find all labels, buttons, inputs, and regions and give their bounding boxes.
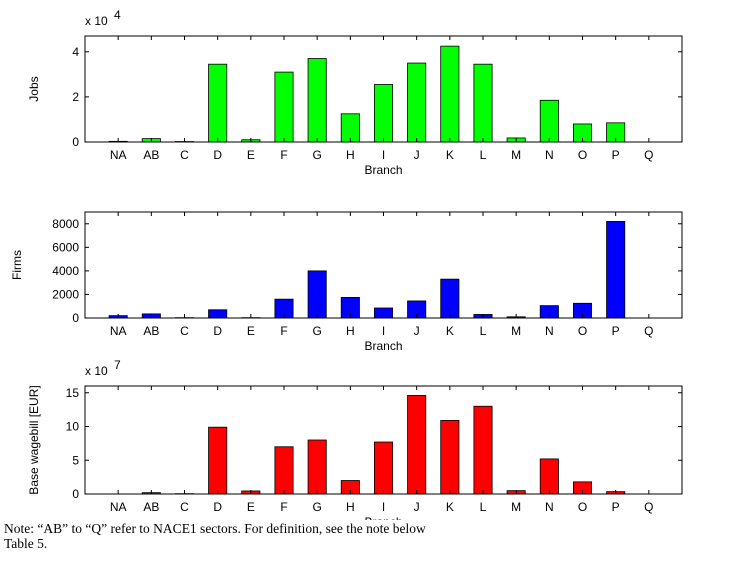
chart-3-bar-I [373,441,394,495]
chart-1-xtick-label-AB: AB [143,148,159,162]
chart-1-ytick-label-2: 4 [72,45,79,59]
chart-2-xtick-label-AB: AB [143,324,159,338]
chart-1-xtick-label-L: L [480,148,487,162]
note-line-2: Table 5. [4,536,48,551]
chart-3-xtick-label-Q: Q [644,500,653,514]
chart-3-xtick-label-NA: NA [110,500,127,514]
chart-3-xtick-label-J: J [414,500,420,514]
chart-3-xtick-label-N: N [545,500,554,514]
chart-1-xlabel: Branch [364,163,402,177]
chart-3-xtick-label-H: H [346,500,355,514]
chart-3-ytick-label-3: 15 [66,386,80,400]
chart-1-xtick-label-NA: NA [110,148,127,162]
chart-3-xtick-label-E: E [247,500,255,514]
chart-2-xtick-label-E: E [247,324,255,338]
chart-3-ytick-label-1: 5 [72,453,79,467]
chart-2-xtick-label-C: C [180,324,189,338]
chart-2-bar-P [606,221,626,319]
chart-2-xtick-label-P: P [612,324,620,338]
chart-1-xtick-label-J: J [414,148,420,162]
chart-3-xtick-label-G: G [312,500,321,514]
chart-1-xtick-label-E: E [247,148,255,162]
chart-3-xtick-label-M: M [511,500,521,514]
chart-1-xtick-label-C: C [180,148,189,162]
chart-3-ytick-label-0: 0 [72,487,79,501]
chart-2-ytick-label-4: 8000 [52,217,79,231]
chart-3-ylabel: Base wagebill [EUR] [27,385,41,494]
chart-2-ylabel: Firms [10,250,24,280]
chart-2-ytick-label-3: 6000 [52,240,79,254]
chart-1-xtick-label-G: G [312,148,321,162]
note-line-1: Note: “AB” to “Q” refer to NACE1 sectors… [4,521,426,536]
chart-2-ytick-label-2: 4000 [52,264,79,278]
chart-3-bar-F [274,446,294,495]
chart-3-xtick-label-P: P [612,500,620,514]
chart-1-xtick-label-P: P [612,148,620,162]
chart-3-xtick-label-D: D [213,500,222,514]
chart-1-xtick-label-F: F [280,148,287,162]
chart-2-bar-G [307,270,327,319]
chart-1-bar-L [473,63,493,143]
chart-3-bar-G [307,439,327,495]
chart-3-xtick-label-F: F [280,500,287,514]
chart-1-bar-K [440,45,460,143]
chart-1-xtick-label-Q: Q [644,148,653,162]
chart-1-xtick-label-M: M [511,148,521,162]
chart-1-xtick-label-K: K [446,148,454,162]
chart-3-exponent-power: 7 [114,358,121,372]
chart-1-bar-D [208,63,228,143]
chart-2-xtick-label-L: L [480,324,487,338]
chart-2-xtick-label-K: K [446,324,454,338]
chart-2-xtick-label-H: H [346,324,355,338]
chart-2-bar-K [440,278,460,319]
chart-1-bar-G [307,58,327,143]
chart-1-exponent-power: 4 [114,8,121,22]
chart-1-bar-F [274,71,294,143]
chart-2-xtick-label-M: M [511,324,521,338]
chart-2-xtick-label-NA: NA [110,324,127,338]
chart-2-axes-frame [84,211,683,319]
chart-1-ylabel: Jobs [27,76,41,101]
chart-3-xtick-label-L: L [480,500,487,514]
chart-2-xtick-label-Q: Q [644,324,653,338]
chart-2-xtick-label-I: I [382,324,385,338]
chart-3-bar-L [473,405,493,495]
figure: NA AB C D E F G H I J K L M N O P Q 0 2 4 Branch Jobs x 10 4 NA A… [10,8,683,520]
chart-3-xtick-label-O: O [578,500,587,514]
chart-2-xlabel: Branch [364,339,402,353]
chart-3-bar-D [208,426,228,495]
figure-note: Note: “AB” to “Q” refer to NACE1 sectors… [4,521,731,551]
chart-1-xtick-label-N: N [545,148,554,162]
chart-1-ytick-label-1: 2 [72,90,79,104]
chart-3-bar-N [539,458,559,495]
chart-1-ytick-label-0: 0 [72,135,79,149]
chart-2-xtick-label-D: D [213,324,222,338]
chart-3-xlabel: Branch [364,515,402,520]
chart-2-ytick-label-0: 0 [72,311,79,325]
chart-1-xtick-label-O: O [578,148,587,162]
chart-1-bar-J [407,62,427,143]
chart-2-ytick-label-1: 2000 [52,287,79,301]
chart-1-bar-H [340,113,360,143]
chart-1-xtick-label-H: H [346,148,355,162]
chart-1-bar-I [373,84,394,143]
chart-1-xtick-label-D: D [213,148,222,162]
chart-2-xtick-label-J: J [414,324,420,338]
chart-2-xtick-label-F: F [280,324,287,338]
chart-3-xtick-label-C: C [180,500,189,514]
chart-2-xtick-label-N: N [545,324,554,338]
chart-3-xtick-label-K: K [446,500,454,514]
chart-3-bar-J [407,395,427,495]
chart-2-xtick-label-O: O [578,324,587,338]
chart-3-ytick-label-2: 10 [66,420,80,434]
chart-1-xtick-label-I: I [382,148,385,162]
chart-3-bar-K [440,420,460,495]
chart-3-xtick-label-I: I [382,500,385,514]
chart-1-exponent-label: x 10 [85,14,108,28]
chart-1-bar-N [539,99,559,143]
chart-3-xtick-label-AB: AB [143,500,159,514]
chart-3-exponent-label: x 10 [85,364,108,378]
chart-2-xtick-label-G: G [312,324,321,338]
